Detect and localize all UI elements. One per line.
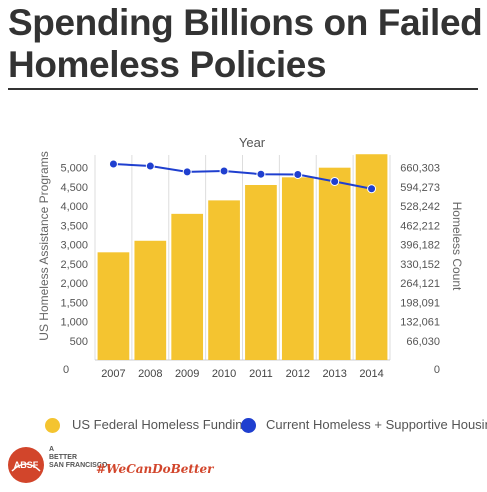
left-tick-label: 1,500 [60, 297, 88, 309]
left-tick-label: 0 [63, 364, 69, 376]
right-tick-label: 198,091 [400, 297, 440, 309]
homeless-count-point [256, 169, 266, 179]
legend-label-homeless: Current Homeless + Supportive Housing [266, 417, 487, 432]
category-label: 2009 [175, 368, 199, 380]
left-tick-label: 500 [70, 336, 88, 348]
legend-swatch-homeless [241, 418, 256, 433]
funding-bar [208, 200, 240, 360]
right-tick-label: 0 [434, 364, 440, 376]
homeless-count-line [113, 163, 372, 190]
left-tick-label: 4,500 [60, 182, 88, 194]
funding-bar [171, 213, 204, 360]
right-tick-label: 264,121 [400, 278, 440, 290]
left-tick-label: 1,000 [60, 317, 88, 329]
right-tick-label: 528,242 [400, 201, 440, 213]
homeless-count-point [182, 167, 192, 177]
right-tick-label: 594,273 [400, 182, 440, 194]
homeless-count-point [293, 169, 303, 179]
category-label: 2013 [322, 368, 346, 380]
funding-bar [134, 240, 167, 360]
left-tick-label: 4,000 [60, 201, 88, 213]
homeless-count-point [330, 176, 340, 186]
chart-legend: US Federal Homeless Funding Current Home… [0, 414, 487, 438]
left-tick-label: 2,000 [60, 278, 88, 290]
page-title: Spending Billions on Failed Homeless Pol… [8, 2, 483, 85]
category-label: 2010 [212, 368, 236, 380]
legend-swatch-funding [45, 418, 60, 433]
right-tick-label: 462,212 [400, 220, 440, 232]
left-tick-label: 5,000 [60, 163, 88, 175]
left-tick-label: 2,500 [60, 259, 88, 271]
right-axis-label: Homeless Count [450, 202, 464, 291]
right-tick-label: 330,152 [400, 259, 440, 271]
homeless-count-point [145, 161, 155, 171]
homeless-count-point [108, 159, 118, 169]
title-divider [8, 88, 478, 90]
logo-text-line-1: A [49, 446, 55, 453]
left-tick-label: 3,500 [60, 220, 88, 232]
right-tick-label: 396,182 [400, 240, 440, 252]
logo-wordmark: A BETTER SAN FRANCISCO [49, 446, 119, 470]
category-label: 2008 [138, 368, 162, 380]
absf-logo-icon: ABSF [8, 447, 44, 483]
category-label: 2007 [101, 368, 125, 380]
legend-label-funding: US Federal Homeless Funding [72, 417, 250, 432]
combo-chart: Year US Homeless Assistance Programs Hom… [37, 135, 464, 380]
category-label: 2014 [359, 368, 383, 380]
homeless-count-point [219, 166, 229, 176]
funding-bar [97, 252, 130, 360]
logo-text-line-2: BETTER [49, 454, 77, 461]
category-label: 2011 [249, 368, 273, 380]
homeless-count-point [367, 184, 377, 194]
funding-bar [281, 177, 314, 360]
logo-text-line-3: SAN FRANCISCO [49, 462, 108, 469]
top-axis-label: Year [239, 135, 266, 150]
funding-bar [318, 167, 351, 360]
hashtag-text: #WeCanDoBetter [96, 462, 214, 476]
right-tick-label: 132,061 [400, 317, 440, 329]
category-label: 2012 [286, 368, 310, 380]
logo-initials: ABSF [14, 460, 39, 470]
left-tick-label: 3,000 [60, 240, 88, 252]
left-axis-label: US Homeless Assistance Programs [37, 151, 51, 340]
right-tick-label: 660,303 [400, 163, 440, 175]
funding-bar [245, 185, 277, 360]
right-tick-label: 66,030 [406, 336, 440, 348]
